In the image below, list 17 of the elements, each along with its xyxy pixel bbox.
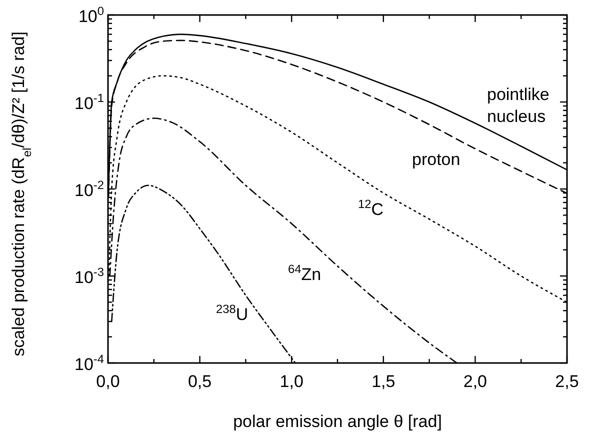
series-label: $^{64}$Zn [288,262,322,284]
y-tick-label: 10$^{0}$ [78,4,104,26]
series-label: $^{12}$C [358,197,384,219]
x-tick-label: 0,0 [96,372,120,391]
series-label: proton [412,150,460,169]
y-tick-label: 10$^{-2}$ [74,178,104,200]
series-label: $^{238}$U [216,302,248,324]
x-tick-label: 1,5 [372,372,396,391]
x-tick-label: 0,5 [188,372,212,391]
x-tick-label: 2,5 [555,372,579,391]
y-tick-label: 10$^{-3}$ [74,265,104,287]
x-tick-label: 1,0 [280,372,304,391]
y-tick-label: 10$^{-4}$ [74,352,104,374]
legend-label: pointlike nucleus [487,85,550,126]
x-axis-title: polar emission angle θ [rad] [233,412,442,431]
x-tick-label: 2,0 [463,372,488,391]
y-tick-label: 10$^{-1}$ [74,91,104,113]
